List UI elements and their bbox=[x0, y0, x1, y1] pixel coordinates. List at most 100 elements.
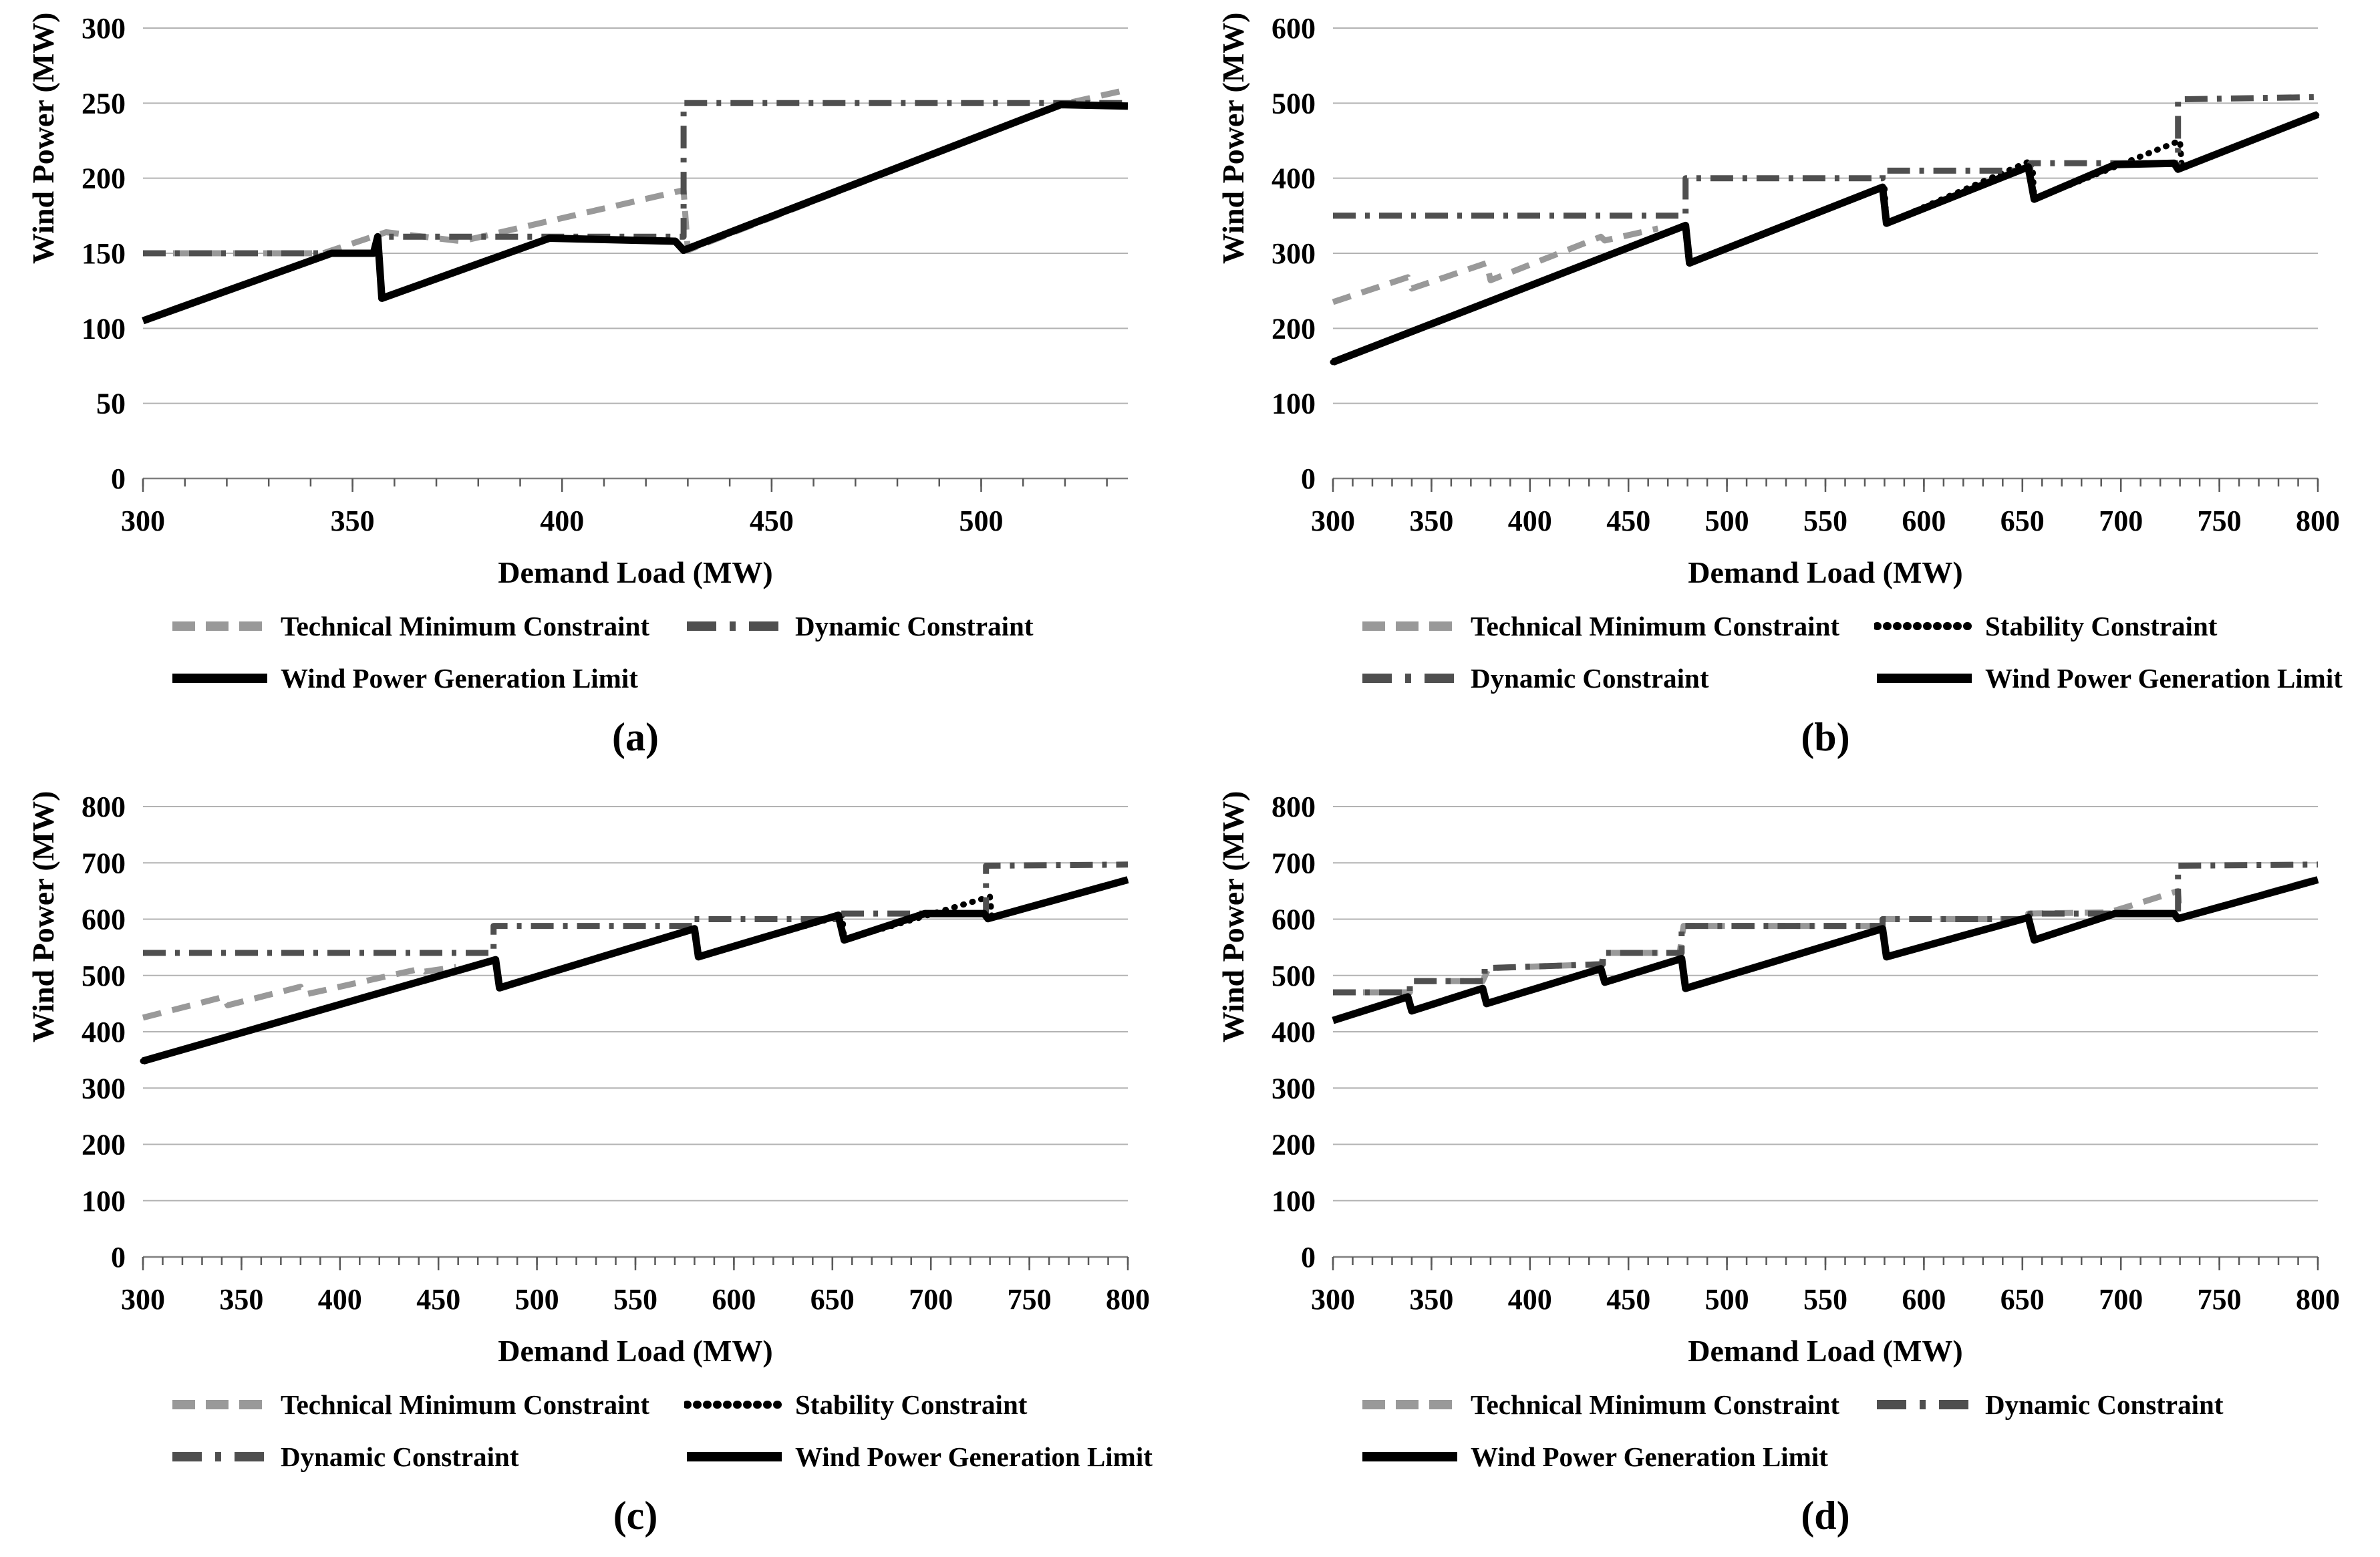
y-tick-label: 500 bbox=[82, 960, 126, 992]
legend-item: Stability Constraint bbox=[1874, 610, 2380, 642]
dotted-line-icon bbox=[1874, 622, 1974, 630]
x-tick-label: 700 bbox=[909, 1283, 953, 1316]
x-axis-title-d: Demand Load (MW) bbox=[1688, 1334, 1963, 1368]
x-tick-label: 800 bbox=[1106, 1283, 1150, 1316]
legend-row: Dynamic Constraint Wind Power Generation … bbox=[1360, 662, 2380, 694]
x-tick-label: 650 bbox=[2000, 505, 2045, 537]
panel-d: Wind Power (MW) 0 100 200 300 400 500 600 700 80… bbox=[1190, 778, 2380, 1557]
x-axis-title-b: Demand Load (MW) bbox=[1688, 555, 1963, 589]
legend-c: Technical Minimum Constraint Stability Co… bbox=[170, 1389, 1190, 1473]
x-tick-label: 550 bbox=[1803, 1283, 1847, 1316]
dashed-line-icon bbox=[1362, 621, 1457, 631]
series-technical-minimum-constraint bbox=[143, 86, 1129, 257]
x-tick-label: 350 bbox=[331, 505, 375, 537]
y-tick-label: 0 bbox=[1301, 1241, 1316, 1274]
series-wind-power-generation-limit bbox=[142, 876, 1129, 1065]
dashdot-line-icon bbox=[1877, 1400, 1972, 1409]
y-tick-label: 500 bbox=[1272, 960, 1316, 992]
x-tick-label: 700 bbox=[2099, 1283, 2143, 1316]
legend-item: Wind Power Generation Limit bbox=[1360, 1441, 1874, 1473]
caption-b: (b) bbox=[1801, 715, 1850, 759]
y-axis-title-a: Wind Power (MW) bbox=[26, 12, 60, 265]
x-tick-label: 500 bbox=[515, 1283, 559, 1316]
x-tick-label: 550 bbox=[1803, 505, 1847, 537]
y-tick-label: 150 bbox=[82, 237, 126, 270]
x-tick-label: 350 bbox=[1409, 505, 1453, 537]
panel-b: Wind Power (MW) 0 100 200 300 400 500 600 300 35… bbox=[1190, 0, 2380, 778]
legend-item: Wind Power Generation Limit bbox=[1874, 662, 2380, 694]
legend-row: Wind Power Generation Limit bbox=[170, 662, 1190, 694]
y-tick-label: 600 bbox=[82, 903, 126, 936]
y-tick-label: 700 bbox=[82, 847, 126, 879]
x-tick-label: 700 bbox=[2099, 505, 2143, 537]
caption-d: (d) bbox=[1801, 1494, 1850, 1538]
series-technical-minimum-constraint bbox=[1332, 225, 1659, 305]
x-tick-label: 400 bbox=[1508, 1283, 1552, 1316]
series-technical-minimum-constraint bbox=[142, 964, 457, 1021]
y-tick-label: 0 bbox=[111, 462, 126, 495]
legend-b: Technical Minimum Constraint Stability Co… bbox=[1360, 610, 2380, 694]
legend-label: Dynamic Constraint bbox=[795, 611, 1034, 642]
dashdot-line-icon bbox=[687, 621, 782, 631]
x-tick-label: 450 bbox=[1606, 505, 1650, 537]
y-tick-label: 800 bbox=[1272, 791, 1316, 823]
solid-line-icon bbox=[1877, 674, 1972, 683]
legend-row: Technical Minimum Constraint Dynamic Cons… bbox=[170, 610, 1190, 642]
x-tick-label: 300 bbox=[121, 505, 165, 537]
legend-item: Stability Constraint bbox=[684, 1389, 1190, 1421]
x-tick-label: 650 bbox=[2000, 1283, 2045, 1316]
legend-d: Technical Minimum Constraint Dynamic Cons… bbox=[1360, 1389, 2380, 1473]
y-tick-label: 100 bbox=[1272, 388, 1316, 420]
dotted-line-icon bbox=[684, 1401, 784, 1409]
legend-item: Dynamic Constraint bbox=[1360, 662, 1874, 694]
caption-c: (c) bbox=[613, 1494, 658, 1538]
x-tick-label: 400 bbox=[540, 505, 584, 537]
x-tick-label: 600 bbox=[1902, 1283, 1946, 1316]
legend-item: Technical Minimum Constraint bbox=[1360, 610, 1874, 642]
x-tick-label: 500 bbox=[1705, 1283, 1749, 1316]
plot-area-d: 0 100 200 300 400 500 600 700 800 300 350 400 450 500… bbox=[1272, 791, 2340, 1316]
legend-label: Dynamic Constraint bbox=[281, 1441, 519, 1472]
x-tick-label: 300 bbox=[1311, 505, 1355, 537]
series-stability-constraint bbox=[1330, 111, 2321, 366]
series-technical-minimum-constraint bbox=[1333, 875, 2319, 996]
y-axis-title-c: Wind Power (MW) bbox=[26, 791, 60, 1043]
y-tick-label: 500 bbox=[1272, 87, 1316, 120]
legend-row: Dynamic Constraint Wind Power Generation … bbox=[170, 1441, 1190, 1473]
series-dynamic-constraint bbox=[1333, 94, 2319, 219]
y-axis-title-d: Wind Power (MW) bbox=[1216, 791, 1250, 1043]
x-tick-label: 400 bbox=[318, 1283, 362, 1316]
y-tick-label: 0 bbox=[111, 1241, 126, 1274]
x-tick-label: 800 bbox=[2296, 505, 2340, 537]
legend-label: Technical Minimum Constraint bbox=[1471, 1389, 1840, 1420]
x-tick-label: 450 bbox=[416, 1283, 460, 1316]
caption-a: (a) bbox=[612, 715, 659, 759]
x-tick-label: 750 bbox=[1008, 1283, 1052, 1316]
x-tick-label: 400 bbox=[1508, 505, 1552, 537]
legend-label: Technical Minimum Constraint bbox=[281, 1389, 650, 1420]
y-tick-label: 400 bbox=[1272, 162, 1316, 195]
dashed-line-icon bbox=[172, 1400, 267, 1409]
plot-area-c: 0 100 200 300 400 500 600 700 800 300 350 400 450 500… bbox=[82, 791, 1150, 1316]
x-tick-label: 350 bbox=[219, 1283, 263, 1316]
x-tick-label: 550 bbox=[613, 1283, 657, 1316]
legend-row: Technical Minimum Constraint Stability Co… bbox=[1360, 610, 2380, 642]
legend-item: Technical Minimum Constraint bbox=[170, 610, 684, 642]
legend-row: Technical Minimum Constraint Dynamic Cons… bbox=[1360, 1389, 2380, 1421]
plot-area-b: 0 100 200 300 400 500 600 300 350 400 450 500 550 600… bbox=[1272, 12, 2340, 537]
x-tick-label: 600 bbox=[712, 1283, 756, 1316]
y-tick-label: 300 bbox=[82, 12, 126, 45]
legend-label: Technical Minimum Constraint bbox=[281, 611, 650, 642]
legend-item: Wind Power Generation Limit bbox=[684, 1441, 1190, 1473]
plot-area-a: 0 50 100 150 200 250 300 300 350 400 450 500 bbox=[82, 12, 1129, 537]
x-tick-label: 600 bbox=[1902, 505, 1946, 537]
solid-line-icon bbox=[172, 674, 267, 683]
panel-c: Wind Power (MW) 0 100 200 300 400 500 600 700 80… bbox=[0, 778, 1190, 1557]
legend-label: Stability Constraint bbox=[1985, 611, 2218, 642]
y-tick-label: 300 bbox=[1272, 237, 1316, 270]
y-tick-label: 100 bbox=[82, 312, 126, 345]
y-tick-label: 0 bbox=[1301, 462, 1316, 495]
x-tick-label: 750 bbox=[2198, 1283, 2242, 1316]
series-wind-power-generation-limit bbox=[142, 101, 1129, 325]
